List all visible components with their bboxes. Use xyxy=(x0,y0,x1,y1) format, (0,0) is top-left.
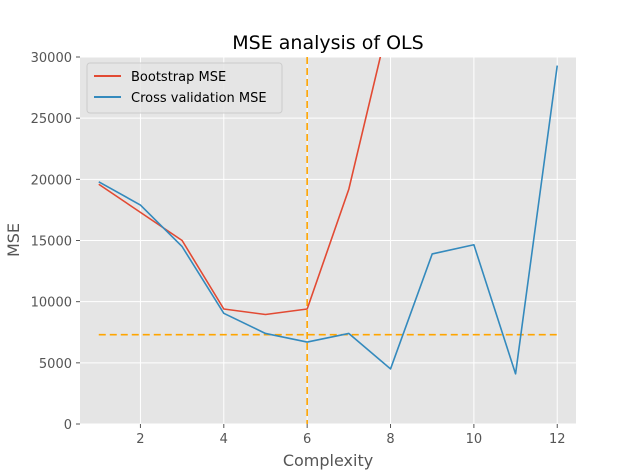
chart-title: MSE analysis of OLS xyxy=(232,32,423,54)
legend-label-cross-validation: Cross validation MSE xyxy=(131,91,267,106)
x-tick-label: 4 xyxy=(220,432,228,447)
y-tick-label: 20000 xyxy=(31,173,72,188)
legend: Bootstrap MSE Cross validation MSE xyxy=(86,62,283,114)
series-line-1 xyxy=(98,65,559,375)
y-tick-label: 5000 xyxy=(39,357,72,372)
y-tick-label: 25000 xyxy=(31,112,72,127)
y-tick-label: 0 xyxy=(64,418,72,433)
y-axis-label: MSE xyxy=(4,223,23,257)
legend-box xyxy=(86,62,283,114)
series-line-0 xyxy=(98,57,382,316)
legend-label-bootstrap: Bootstrap MSE xyxy=(131,70,226,85)
x-tick-label: 12 xyxy=(549,432,566,447)
y-tick-label: 10000 xyxy=(31,296,72,311)
x-tick-label: 2 xyxy=(136,432,144,447)
y-tick-label: 30000 xyxy=(31,51,72,66)
y-tick-label: 15000 xyxy=(31,235,72,250)
reference-lines xyxy=(98,57,558,424)
x-axis-label: Complexity xyxy=(283,451,373,470)
x-tick-label: 10 xyxy=(466,432,483,447)
series-lines xyxy=(98,57,559,375)
x-tick-label: 6 xyxy=(303,432,311,447)
x-tick-label: 8 xyxy=(386,432,394,447)
tick-labels: 2 4 6 8 10 12 0 5000 10000 15000 20000 25000 30000 xyxy=(31,51,566,447)
